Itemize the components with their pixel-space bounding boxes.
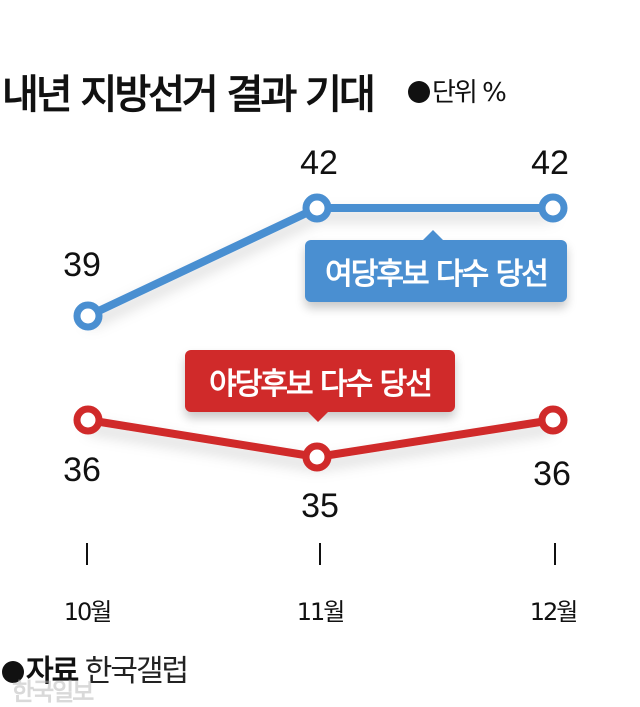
watermark: 한국일보 — [12, 678, 94, 706]
source-label: 자료 — [26, 654, 79, 689]
x-tick-label-11: 11월 — [296, 598, 346, 626]
opposition-value-11: 35 — [301, 487, 339, 525]
opposition-value-10: 36 — [63, 451, 101, 489]
pointer-up-icon — [423, 230, 443, 240]
unit-text: 단위 % — [432, 78, 507, 108]
x-tick-label-12: 12월 — [529, 598, 579, 626]
chart-title: 내년 지방선거 결과 기대 — [2, 72, 376, 118]
ruling-series-label: 여당후보 다수 당선 — [305, 230, 567, 302]
opposition-label-text: 야당후보 다수 당선 — [209, 367, 433, 402]
pointer-down-icon — [308, 412, 328, 422]
source-note: 자료 한국갤럽 — [2, 646, 189, 690]
bullet-icon — [408, 81, 430, 103]
opposition-value-12: 36 — [533, 455, 571, 493]
x-axis-ticks — [86, 543, 556, 565]
ruling-value-11: 42 — [300, 144, 338, 182]
ruling-markers — [73, 193, 568, 331]
opposition-markers — [73, 405, 568, 472]
opposition-series-label: 야당후보 다수 당선 — [185, 350, 455, 422]
ruling-value-12: 42 — [531, 144, 569, 182]
bullet-icon — [2, 661, 24, 683]
x-tick-label-10: 10월 — [63, 598, 113, 626]
ruling-label-text: 여당후보 다수 당선 — [325, 257, 549, 292]
ruling-value-10: 39 — [63, 246, 101, 284]
source-name: 한국갤럽 — [84, 654, 189, 689]
unit-label: 단위 % — [408, 72, 507, 109]
